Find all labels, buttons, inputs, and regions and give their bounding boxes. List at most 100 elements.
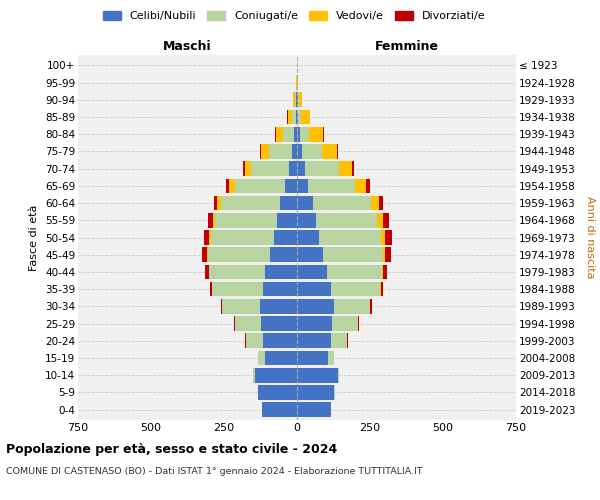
- Text: Popolazione per età, sesso e stato civile - 2024: Popolazione per età, sesso e stato civil…: [6, 442, 337, 456]
- Bar: [297, 230, 319, 245]
- Bar: [297, 144, 337, 158]
- Bar: [259, 385, 297, 400]
- Bar: [297, 178, 308, 193]
- Bar: [297, 92, 302, 107]
- Text: COMUNE DI CASTENASO (BO) - Dati ISTAT 1° gennaio 2024 - Elaborazione TUTTITALIA.: COMUNE DI CASTENASO (BO) - Dati ISTAT 1°…: [6, 468, 422, 476]
- Bar: [297, 196, 379, 210]
- Bar: [270, 248, 297, 262]
- Bar: [297, 248, 323, 262]
- Bar: [211, 230, 297, 245]
- Bar: [297, 230, 392, 245]
- Bar: [297, 264, 383, 280]
- Bar: [297, 162, 339, 176]
- Bar: [203, 230, 297, 245]
- Bar: [297, 248, 385, 262]
- Bar: [253, 368, 297, 382]
- Bar: [297, 144, 302, 158]
- Bar: [297, 196, 383, 210]
- Bar: [297, 75, 298, 90]
- Bar: [297, 144, 322, 158]
- Bar: [297, 402, 331, 417]
- Bar: [297, 282, 380, 296]
- Bar: [297, 178, 370, 193]
- Bar: [217, 196, 297, 210]
- Bar: [208, 213, 297, 228]
- Bar: [205, 264, 297, 280]
- Bar: [297, 368, 339, 382]
- Bar: [297, 334, 348, 348]
- Bar: [297, 350, 334, 366]
- Bar: [297, 299, 334, 314]
- Bar: [243, 162, 297, 176]
- Bar: [258, 385, 297, 400]
- Bar: [265, 350, 297, 366]
- Legend: Celibi/Nubili, Coniugati/e, Vedovi/e, Divorziati/e: Celibi/Nubili, Coniugati/e, Vedovi/e, Di…: [103, 10, 485, 21]
- Bar: [260, 299, 297, 314]
- Bar: [214, 196, 297, 210]
- Bar: [253, 368, 297, 382]
- Bar: [297, 316, 358, 331]
- Bar: [297, 248, 391, 262]
- Bar: [235, 316, 297, 331]
- Bar: [251, 162, 297, 176]
- Bar: [229, 178, 297, 193]
- Bar: [297, 110, 310, 124]
- Bar: [263, 282, 297, 296]
- Bar: [209, 264, 297, 280]
- Bar: [297, 230, 385, 245]
- Bar: [297, 248, 383, 262]
- Bar: [297, 127, 299, 142]
- Bar: [262, 402, 297, 417]
- Bar: [297, 385, 335, 400]
- Bar: [254, 368, 297, 382]
- Bar: [297, 110, 298, 124]
- Bar: [235, 178, 297, 193]
- Bar: [221, 196, 297, 210]
- Bar: [292, 144, 297, 158]
- Bar: [262, 402, 297, 417]
- Bar: [297, 368, 339, 382]
- Bar: [209, 264, 297, 280]
- Bar: [297, 213, 377, 228]
- Bar: [297, 316, 359, 331]
- Bar: [262, 316, 297, 331]
- Bar: [222, 299, 297, 314]
- Bar: [277, 213, 297, 228]
- Bar: [245, 334, 297, 348]
- Bar: [245, 334, 297, 348]
- Bar: [226, 178, 297, 193]
- Bar: [245, 334, 297, 348]
- Bar: [297, 127, 309, 142]
- Bar: [297, 196, 371, 210]
- Bar: [245, 162, 297, 176]
- Bar: [260, 144, 297, 158]
- Bar: [207, 248, 297, 262]
- Bar: [297, 230, 381, 245]
- Bar: [269, 144, 297, 158]
- Bar: [297, 264, 327, 280]
- Bar: [297, 92, 299, 107]
- Bar: [258, 385, 297, 400]
- Bar: [209, 282, 297, 296]
- Bar: [297, 402, 331, 417]
- Bar: [280, 196, 297, 210]
- Bar: [297, 162, 354, 176]
- Bar: [287, 110, 297, 124]
- Bar: [297, 385, 335, 400]
- Bar: [297, 350, 334, 366]
- Bar: [297, 350, 328, 366]
- Bar: [233, 316, 297, 331]
- Bar: [297, 402, 331, 417]
- Bar: [259, 350, 297, 366]
- Bar: [258, 350, 297, 366]
- Bar: [297, 385, 334, 400]
- Bar: [297, 316, 358, 331]
- Bar: [235, 316, 297, 331]
- Bar: [297, 213, 389, 228]
- Bar: [258, 385, 297, 400]
- Text: Maschi: Maschi: [163, 40, 212, 54]
- Bar: [285, 178, 297, 193]
- Bar: [292, 110, 297, 124]
- Bar: [297, 178, 367, 193]
- Bar: [215, 213, 297, 228]
